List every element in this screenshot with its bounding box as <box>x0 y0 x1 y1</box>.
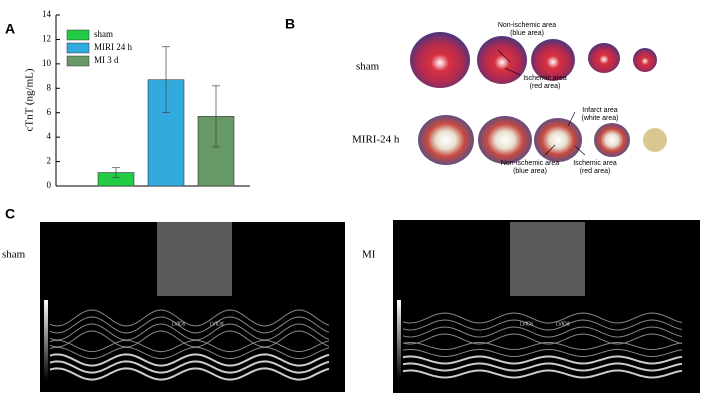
echo-trace <box>402 342 683 351</box>
bar-chart: 0 2 4 6 8 10 12 14 sham MIRI 24 h MI 3 d <box>42 9 250 190</box>
echo-trace <box>402 319 683 331</box>
pointer <box>497 49 511 63</box>
pointer <box>504 67 521 76</box>
y-tick-label: 0 <box>47 180 52 190</box>
annotations: Non-ischemic area(blue area)Ischemic are… <box>497 22 619 175</box>
echo-view <box>510 222 585 296</box>
annotation: Ischemic area <box>523 75 567 82</box>
heart-slice <box>633 48 657 72</box>
echo-trace <box>402 362 683 372</box>
annotation: (blue area) <box>510 30 544 37</box>
heart-slice <box>418 115 474 165</box>
echo-trace <box>402 326 683 338</box>
legend-swatch <box>66 29 90 41</box>
legend-swatch <box>66 55 90 67</box>
measure-label: LVIDs <box>520 321 534 327</box>
annotation: Infarct area <box>582 107 618 114</box>
echo-trace <box>49 346 330 360</box>
annotation: Ischemic area <box>573 160 617 167</box>
legend-label: sham <box>94 29 113 39</box>
heart-slice <box>531 39 575 81</box>
heart-slice <box>410 32 470 88</box>
annotation: Non-ischemic area <box>501 160 559 167</box>
echo-trace <box>402 355 683 365</box>
y-tick-label: 12 <box>42 33 51 43</box>
annotation: (white area) <box>582 115 619 122</box>
echo-trace <box>49 360 330 374</box>
legend-swatch <box>66 42 90 54</box>
row-label: MIRI-24 h <box>352 134 400 146</box>
heart-slice <box>588 43 620 73</box>
pointer <box>544 144 556 156</box>
echo-trace <box>49 309 330 327</box>
y-tick-label: 8 <box>47 82 52 92</box>
row-label: MI <box>362 249 376 261</box>
echo-trace <box>49 339 330 353</box>
pointer <box>574 145 586 156</box>
echo-trace <box>49 323 330 341</box>
echo-trace <box>49 367 330 381</box>
echo-traces <box>44 222 683 381</box>
annotation: Non-ischemic area <box>498 22 556 29</box>
y-tick-label: 4 <box>47 131 52 141</box>
annotation: (red area) <box>580 168 611 175</box>
pointer <box>567 111 576 127</box>
gray-scale <box>397 300 401 380</box>
panel-label: A <box>5 21 15 37</box>
measure-label: LVIDs <box>172 321 186 327</box>
heart-slice <box>594 123 630 157</box>
echo-trace <box>49 316 330 334</box>
y-tick-label: 14 <box>42 9 52 19</box>
echo-trace <box>49 353 330 367</box>
y-tick-label: 6 <box>47 107 52 117</box>
y-axis-label: cTnT (ng/mL) <box>24 68 36 131</box>
heart-slice <box>477 36 527 84</box>
panel-label: C <box>5 206 15 222</box>
row-label: sham <box>2 249 26 261</box>
measure-label: LVIDd <box>210 321 224 327</box>
heart-slice <box>534 118 582 162</box>
panel-label: B <box>285 16 295 32</box>
y-tick-label: 2 <box>47 156 52 166</box>
echo-view <box>157 222 232 296</box>
heart-slice <box>643 128 667 152</box>
y-tick-label: 10 <box>42 58 52 68</box>
annotation: (red area) <box>530 83 561 90</box>
gray-scale <box>44 300 48 380</box>
legend-label: MI 3 d <box>94 55 119 65</box>
row-label: sham <box>356 61 380 73</box>
echo-trace <box>402 312 683 324</box>
echo-trace <box>402 369 683 379</box>
heart-slices <box>410 32 667 165</box>
legend-label: MIRI 24 h <box>94 42 132 52</box>
echo-trace <box>402 349 683 358</box>
annotation: (blue area) <box>513 168 547 175</box>
echo-trace <box>49 330 330 348</box>
measure-label: LVIDd <box>556 321 570 327</box>
heart-slice <box>478 116 532 164</box>
